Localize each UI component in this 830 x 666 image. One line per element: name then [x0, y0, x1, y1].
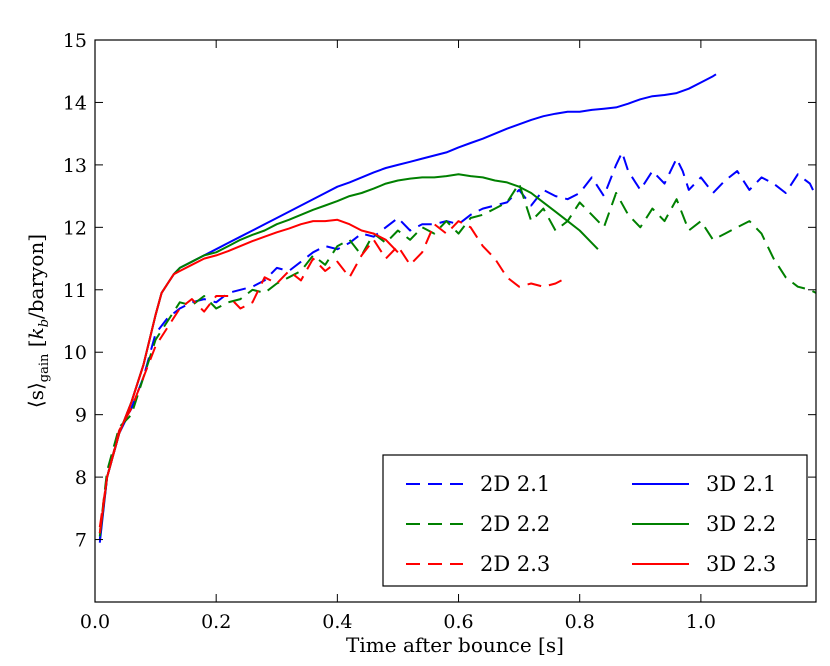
series-layer — [98, 73, 817, 543]
x-tick-label: 0.0 — [80, 611, 110, 633]
axes-frame — [94, 39, 817, 603]
y-tick-label: 15 — [63, 30, 87, 52]
tick-layer: 0.0 0.2 0.4 0.6 0.8 1.0 7 8 9 10 11 12 13 14 15 — [63, 30, 816, 633]
legend-text-2d-2-3: 2D 2.3 — [480, 552, 550, 576]
y-tick-label: 10 — [63, 342, 87, 364]
y-tick-label: 13 — [63, 155, 87, 177]
y-tick-label: 9 — [75, 405, 87, 427]
x-axis-label: Time after bounce [s] — [346, 633, 564, 657]
series-line-2d-2-2 — [98, 182, 817, 534]
legend-text-2d-2-1: 2D 2.1 — [480, 472, 550, 496]
y-axis-label-main: ⟨s⟩ — [24, 382, 48, 408]
x-tick-label: 0.6 — [443, 611, 473, 633]
y-tick-label: 11 — [63, 280, 87, 302]
legend-text-3d-2-2: 3D 2.2 — [706, 512, 776, 536]
y-axis-label-k-sub: b — [37, 319, 52, 327]
y-axis-label-sub: gain — [37, 353, 52, 382]
series-line-2d-2-1 — [98, 151, 817, 540]
y-axis-label: ⟨s⟩gain [kb/baryon] — [24, 234, 52, 408]
legend: 2D 2.1 2D 2.2 2D 2.3 3D 2.1 3D 2.2 3D 2.… — [382, 454, 808, 587]
series-line-2d-2-3 — [98, 220, 562, 528]
series-line-3d-2-3 — [98, 218, 399, 534]
y-tick-label: 12 — [63, 217, 87, 239]
y-tick-label: 7 — [75, 530, 87, 552]
x-tick-label: 0.8 — [565, 611, 595, 633]
legend-text-3d-2-3: 3D 2.3 — [706, 552, 776, 576]
y-axis-label-k: k — [24, 327, 48, 339]
legend-text-2d-2-2: 2D 2.2 — [480, 512, 550, 536]
x-tick-label: 1.0 — [686, 611, 716, 633]
x-tick-label: 0.2 — [201, 611, 231, 633]
y-axis-label-bracket: [ — [24, 339, 48, 353]
y-tick-label: 14 — [63, 92, 87, 114]
legend-text-3d-2-1: 3D 2.1 — [706, 472, 776, 496]
y-tick-label: 8 — [75, 467, 87, 489]
x-tick-label: 0.4 — [322, 611, 352, 633]
y-axis-label-rest: /baryon] — [24, 234, 48, 319]
